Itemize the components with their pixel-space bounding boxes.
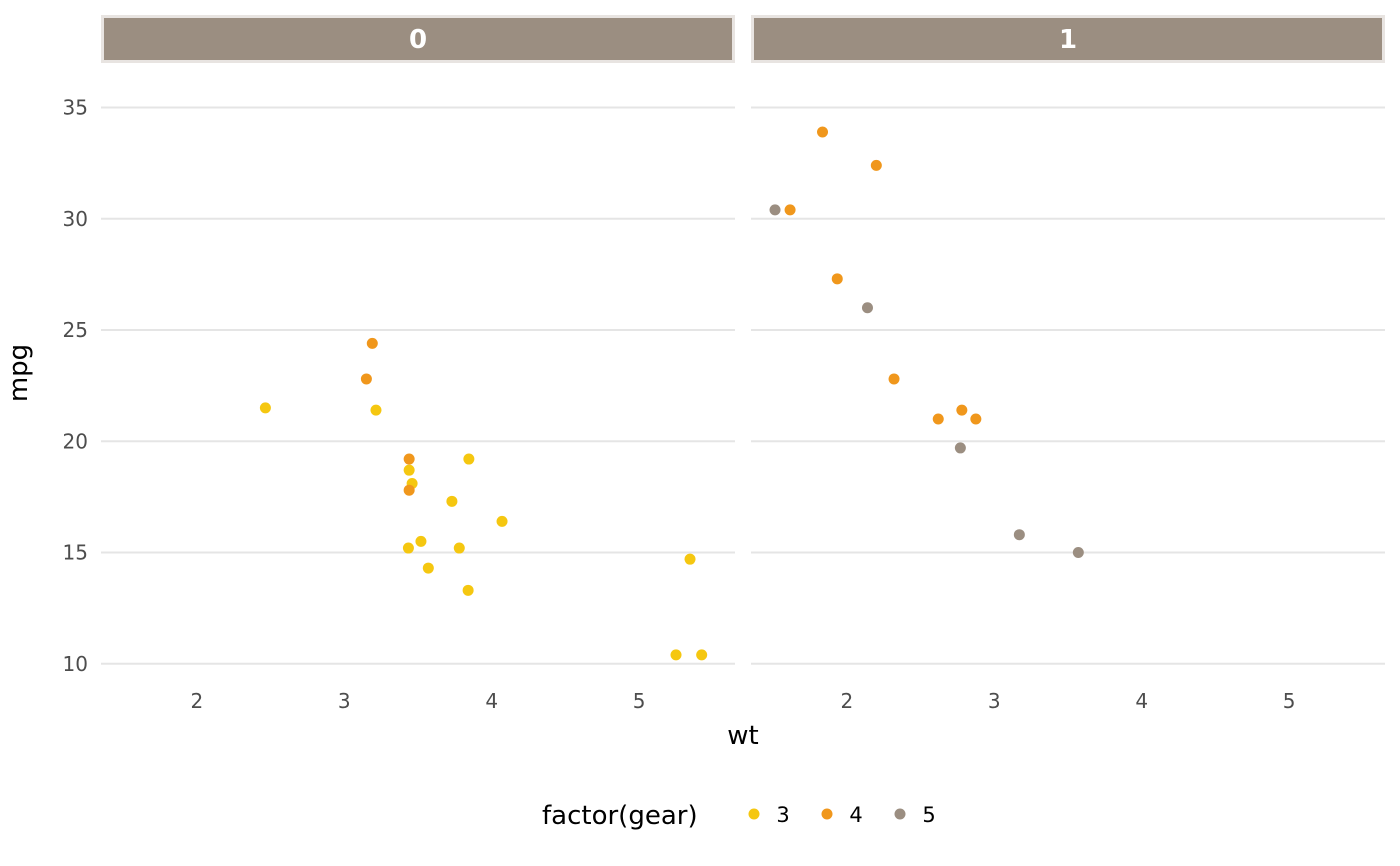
data-point-gear-3 bbox=[259, 402, 271, 414]
data-point-gear-3 bbox=[422, 562, 434, 574]
data-point-gear-4 bbox=[888, 373, 900, 385]
data-point-gear-3 bbox=[463, 453, 475, 465]
data-point-gear-4 bbox=[784, 204, 796, 216]
facet-strip-1 bbox=[754, 18, 1382, 60]
x-tick-label-panel-0: 4 bbox=[485, 689, 498, 713]
facet-strip-label-0: 0 bbox=[409, 25, 427, 55]
data-point-gear-3 bbox=[496, 515, 508, 527]
data-point-gear-3 bbox=[446, 495, 458, 507]
facet-strip-label-1: 1 bbox=[1059, 25, 1077, 55]
data-point-gear-3 bbox=[462, 584, 474, 596]
data-point-gear-3 bbox=[696, 649, 708, 661]
y-tick-label: 30 bbox=[63, 207, 88, 231]
data-point-gear-4 bbox=[932, 413, 944, 425]
y-tick-label: 25 bbox=[63, 318, 88, 342]
x-tick-label-panel-0: 3 bbox=[338, 689, 351, 713]
data-point-gear-3 bbox=[403, 464, 415, 476]
legend-label-5: 5 bbox=[922, 803, 935, 827]
data-point-gear-4 bbox=[970, 413, 982, 425]
data-point-gear-3 bbox=[370, 404, 382, 416]
x-tick-label-panel-1: 5 bbox=[1283, 689, 1296, 713]
legend-key-3 bbox=[748, 808, 760, 820]
data-point-gear-3 bbox=[415, 535, 427, 547]
x-axis-title: wt bbox=[727, 721, 758, 751]
legend-title: factor(gear) bbox=[542, 801, 698, 831]
data-point-gear-4 bbox=[360, 373, 372, 385]
data-point-gear-4 bbox=[956, 404, 968, 416]
legend-key-4 bbox=[821, 808, 833, 820]
data-point-gear-4 bbox=[403, 484, 415, 496]
data-point-gear-3 bbox=[402, 542, 414, 554]
data-point-gear-4 bbox=[403, 453, 415, 465]
data-point-gear-3 bbox=[670, 649, 682, 661]
data-point-gear-4 bbox=[817, 126, 829, 138]
x-tick-label-panel-0: 5 bbox=[633, 689, 646, 713]
x-tick-label-panel-1: 4 bbox=[1135, 689, 1148, 713]
facet-strip-0 bbox=[104, 18, 732, 60]
x-tick-label-panel-1: 2 bbox=[840, 689, 853, 713]
data-point-gear-5 bbox=[1013, 529, 1025, 541]
data-point-gear-3 bbox=[453, 542, 465, 554]
data-point-gear-5 bbox=[769, 204, 781, 216]
y-tick-label: 35 bbox=[63, 96, 88, 120]
y-tick-label: 20 bbox=[63, 429, 88, 453]
legend-key-5 bbox=[894, 808, 906, 820]
x-tick-label-panel-0: 2 bbox=[190, 689, 203, 713]
data-point-gear-5 bbox=[861, 302, 873, 314]
legend-label-3: 3 bbox=[776, 803, 789, 827]
data-point-gear-4 bbox=[831, 273, 843, 285]
data-point-gear-4 bbox=[366, 337, 378, 349]
data-point-gear-4 bbox=[870, 159, 882, 171]
data-point-gear-5 bbox=[954, 442, 966, 454]
y-tick-label: 10 bbox=[63, 652, 88, 676]
y-axis-title: mpg bbox=[4, 344, 34, 402]
data-point-gear-3 bbox=[684, 553, 696, 565]
y-tick-label: 15 bbox=[63, 541, 88, 565]
legend-label-4: 4 bbox=[849, 803, 862, 827]
data-point-gear-5 bbox=[1072, 547, 1084, 558]
x-tick-label-panel-1: 3 bbox=[988, 689, 1001, 713]
